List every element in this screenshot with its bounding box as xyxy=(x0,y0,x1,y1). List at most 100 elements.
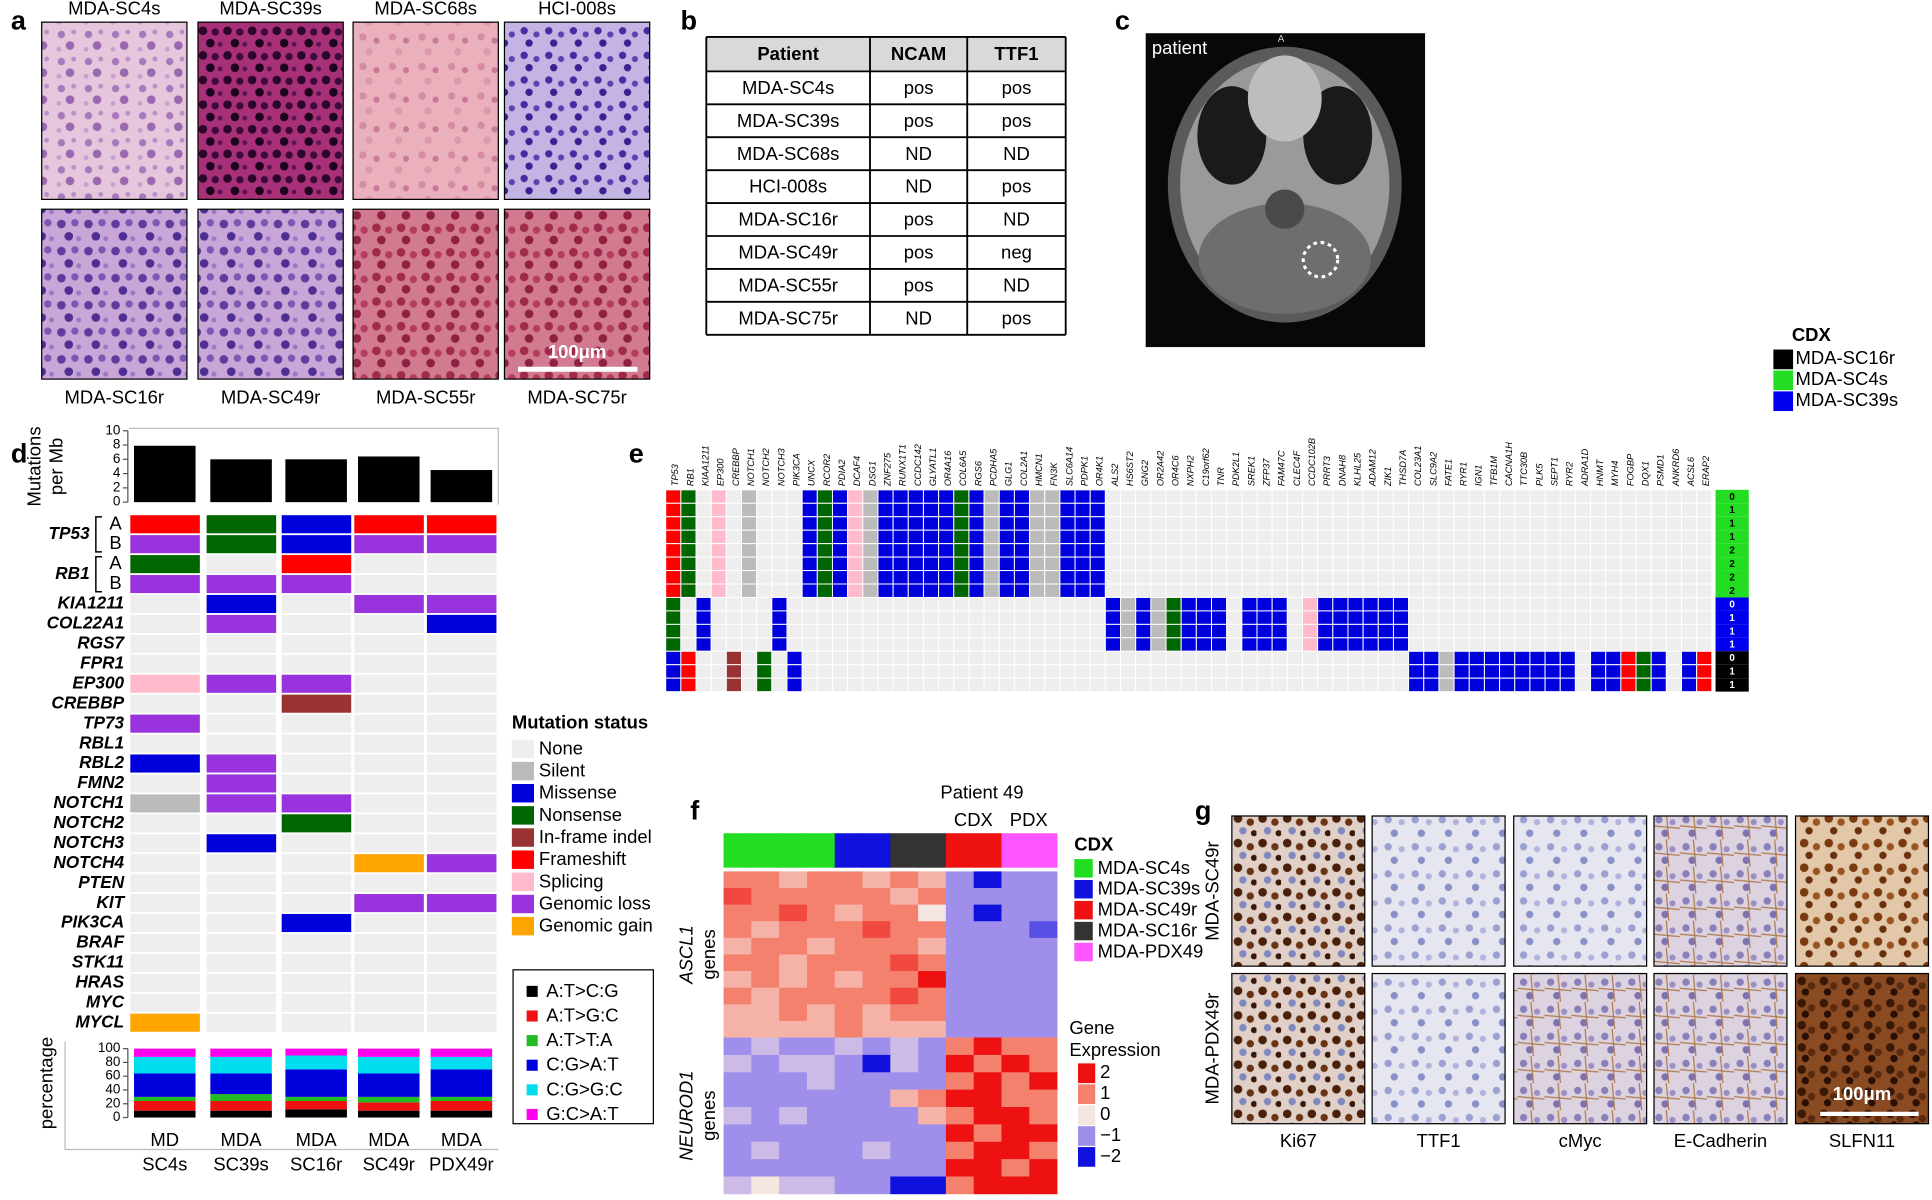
mutation-cell xyxy=(1529,664,1546,679)
heatmap-cell xyxy=(723,1037,752,1056)
heatmap-cell xyxy=(945,971,975,989)
mutation-cell xyxy=(130,654,200,673)
mutation-cell xyxy=(1286,570,1303,585)
mutation-cell xyxy=(907,543,924,558)
gene-label: SEPT1 xyxy=(1550,457,1560,486)
image-label: MDA-SC68s xyxy=(374,0,477,19)
mutation-cell xyxy=(1241,516,1258,531)
mutation-cell xyxy=(695,543,712,558)
mutation-cell xyxy=(892,677,909,693)
mutation-cell xyxy=(1074,516,1091,531)
mutation-cell xyxy=(1681,596,1698,612)
mutation-cell xyxy=(1256,583,1273,598)
mutation-cell xyxy=(1074,677,1091,693)
mutation-cell xyxy=(1483,543,1501,558)
mutation-cell xyxy=(1696,637,1713,652)
heatmap-cell xyxy=(1001,1037,1030,1056)
mutation-cell xyxy=(1665,610,1683,625)
mutation-cell xyxy=(710,623,727,639)
mutation-cell xyxy=(847,529,864,545)
mutation-cell xyxy=(680,570,697,585)
mutation-cell xyxy=(983,596,1000,612)
mutation-cell xyxy=(1059,543,1076,558)
mutation-cell xyxy=(1301,543,1319,558)
heatmap-cell xyxy=(779,987,808,1005)
mutation-cell xyxy=(710,664,727,679)
mutation-cell xyxy=(1665,543,1683,558)
mutation-cell xyxy=(1665,637,1683,652)
mutation-cell xyxy=(786,610,803,625)
sample-bar xyxy=(1029,833,1058,868)
mutation-cell xyxy=(1256,610,1273,625)
mutation-cell xyxy=(1362,623,1379,639)
mutation-cell xyxy=(1165,637,1182,652)
mutation-cell xyxy=(1256,650,1273,666)
mutation-cell xyxy=(281,654,352,673)
gene-label: MYCL xyxy=(75,1011,124,1031)
mutation-cell xyxy=(1347,502,1364,518)
mutation-cell xyxy=(1362,637,1379,652)
heatmap-cell xyxy=(806,971,836,989)
mutation-cell xyxy=(892,529,909,545)
heatmap-cell xyxy=(1001,888,1030,905)
sample-block xyxy=(1715,624,1749,638)
heatmap-cell xyxy=(918,987,947,1005)
mutation-cell xyxy=(354,714,424,733)
legend-label: MDA-SC16r xyxy=(1796,347,1895,368)
mutation-cell xyxy=(130,734,200,753)
mutation-cell xyxy=(1423,556,1440,572)
heatmap-cell xyxy=(918,1107,947,1125)
mutation-cell xyxy=(665,610,682,625)
color-scale-swatch xyxy=(1078,1105,1096,1125)
sample-block xyxy=(1715,637,1749,652)
mutation-cell xyxy=(1499,529,1516,545)
mutation-cell xyxy=(1574,664,1592,679)
mutation-cell xyxy=(1544,677,1561,693)
mutation-cell xyxy=(1453,596,1470,612)
heatmap-cell xyxy=(723,1176,752,1195)
mutation-cell xyxy=(1408,583,1425,598)
mutation-cell xyxy=(680,556,697,572)
mutation-cell xyxy=(1483,502,1501,518)
mutation-cell xyxy=(1195,623,1213,639)
gene-label: NOTCH1 xyxy=(53,792,124,812)
mutation-cell xyxy=(1317,529,1334,545)
mutation-cell xyxy=(130,894,200,913)
mutation-cell xyxy=(771,502,788,518)
mutation-cell xyxy=(998,623,1015,639)
mutation-cell xyxy=(1392,596,1410,612)
heatmap-cell xyxy=(834,904,863,922)
mutation-cell xyxy=(1150,502,1167,518)
heatmap-cell xyxy=(973,1124,1002,1143)
count-label: 2 xyxy=(1729,559,1735,570)
mutation-cell xyxy=(1226,664,1243,679)
mutation-cell xyxy=(1074,650,1091,666)
mutation-cell xyxy=(1665,570,1683,585)
heatmap-cell xyxy=(751,1020,780,1038)
mutation-cell xyxy=(756,583,773,598)
gene-label: MYC xyxy=(86,992,125,1012)
mutation-cell xyxy=(998,650,1015,666)
heatmap-cell xyxy=(751,937,780,955)
mutation-cell xyxy=(1483,516,1501,531)
gene-label: GLYATL1 xyxy=(928,448,938,486)
mutation-cell xyxy=(983,556,1000,572)
mutation-cell xyxy=(1681,623,1698,639)
mutation-cell xyxy=(1317,610,1334,625)
legend-title: Expression xyxy=(1069,1039,1160,1060)
heatmap-cell xyxy=(834,971,863,989)
sample-bar xyxy=(890,833,919,868)
mutation-cell xyxy=(741,623,758,639)
mutation-cell xyxy=(831,677,849,693)
mutation-cell xyxy=(1635,610,1652,625)
mutation-cell xyxy=(1514,583,1531,598)
mutation-cell xyxy=(1317,543,1334,558)
heatmap-cell xyxy=(1001,1054,1030,1073)
mutation-cell xyxy=(1089,637,1106,652)
heatmap-cell xyxy=(751,1004,780,1022)
mutation-cell xyxy=(1301,529,1319,545)
bar xyxy=(358,456,420,503)
mutation-cell xyxy=(426,834,497,853)
mutation-cell xyxy=(1271,516,1288,531)
sample-block xyxy=(1715,516,1749,531)
